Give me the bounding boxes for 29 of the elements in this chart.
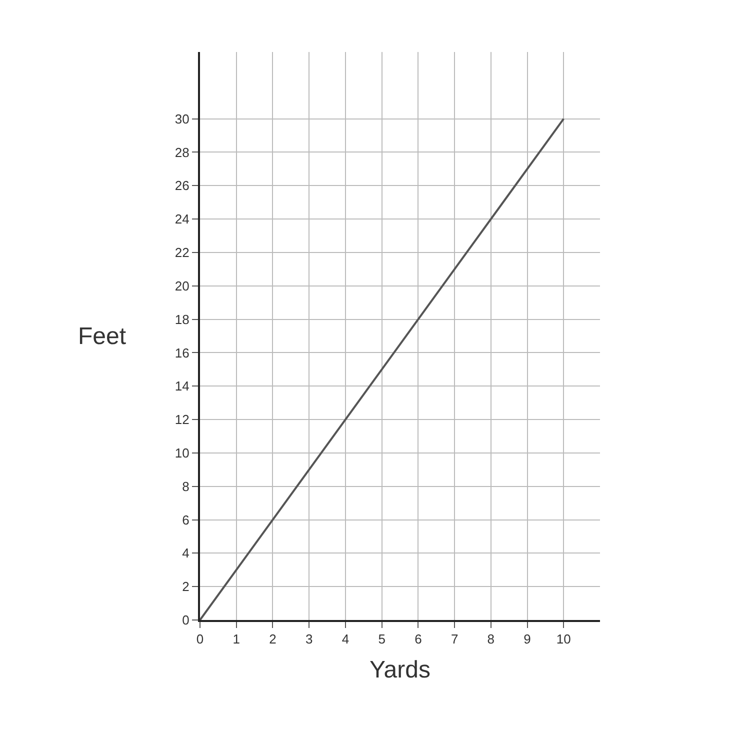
y-tick-label: 24 bbox=[174, 212, 190, 227]
x-tick-label: 2 bbox=[269, 632, 276, 647]
y-tick-label: 6 bbox=[182, 512, 190, 528]
x-tick-label: 7 bbox=[450, 632, 458, 647]
y-tick-label: 22 bbox=[174, 245, 190, 260]
y-tick-label: 18 bbox=[174, 312, 190, 327]
x-tick-label: 9 bbox=[524, 632, 531, 647]
y-tick-label: 8 bbox=[182, 478, 190, 494]
x-tick-label: 3 bbox=[305, 632, 313, 647]
y-tick-label: 14 bbox=[174, 378, 190, 394]
y-tick-label: 26 bbox=[174, 178, 190, 194]
y-tick-label: 28 bbox=[174, 144, 190, 160]
x-tick-label: 1 bbox=[232, 632, 240, 647]
y-tick-label: 10 bbox=[174, 445, 190, 460]
x-axis-title: Yards bbox=[370, 656, 430, 684]
x-tick-label: 10 bbox=[556, 632, 571, 647]
y-tick-label: 0 bbox=[182, 612, 190, 628]
y-tick-label: 30 bbox=[174, 111, 190, 126]
x-tick-label: 5 bbox=[378, 632, 386, 647]
x-tick-label: 4 bbox=[342, 632, 350, 647]
x-tick-label: 6 bbox=[414, 632, 422, 647]
y-tick-label: 12 bbox=[174, 412, 190, 428]
y-tick-label: 4 bbox=[182, 546, 190, 561]
x-tick-label: 8 bbox=[487, 632, 495, 647]
x-tick-label: 0 bbox=[196, 632, 204, 647]
y-tick-label: 20 bbox=[174, 278, 190, 294]
y-axis-title: Feet bbox=[78, 323, 126, 350]
y-tick-label: 2 bbox=[182, 579, 190, 594]
y-tick-label: 16 bbox=[174, 345, 190, 360]
